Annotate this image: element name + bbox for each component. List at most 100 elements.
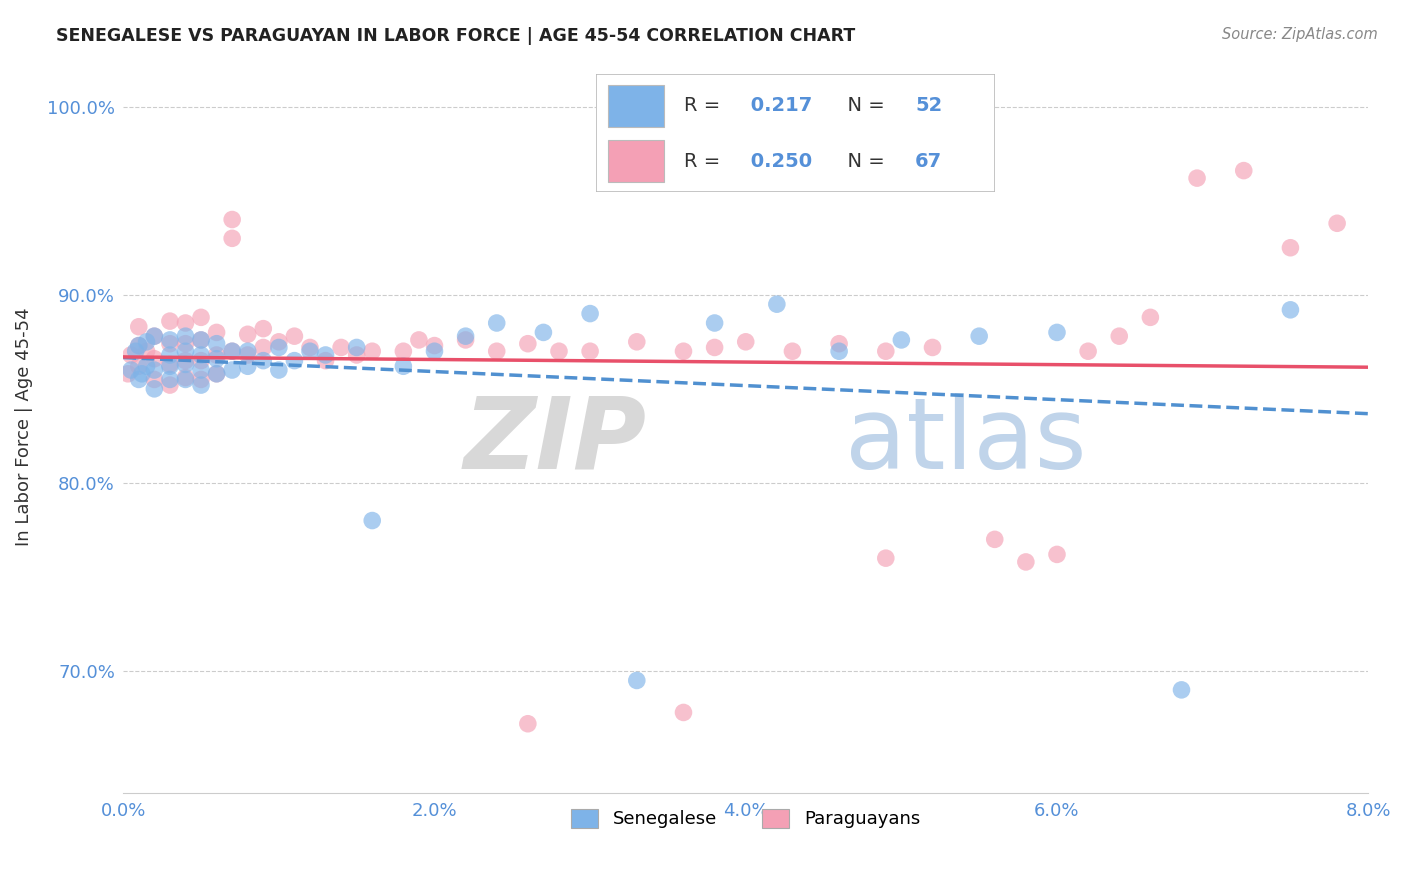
Point	[983, 533, 1005, 547]
Point	[252, 321, 274, 335]
Point	[174, 370, 197, 384]
Point	[672, 706, 695, 720]
Point	[174, 353, 197, 368]
Point	[159, 336, 181, 351]
Point	[252, 353, 274, 368]
Point	[205, 367, 228, 381]
Point	[875, 551, 897, 566]
Point	[626, 334, 648, 349]
Point	[143, 382, 166, 396]
Point	[1233, 163, 1256, 178]
Point	[128, 359, 150, 374]
Point	[267, 341, 290, 355]
Point	[131, 367, 153, 381]
Point	[190, 310, 212, 325]
Point	[626, 673, 648, 688]
Point	[890, 333, 912, 347]
Point	[1046, 548, 1069, 562]
Point	[190, 333, 212, 347]
Point	[128, 319, 150, 334]
Point	[205, 336, 228, 351]
Point	[159, 378, 181, 392]
Point	[221, 344, 243, 359]
Point	[967, 329, 990, 343]
Point	[190, 372, 212, 386]
Point	[423, 344, 446, 359]
Point	[174, 358, 197, 372]
Point	[236, 327, 259, 342]
Point	[1108, 329, 1130, 343]
Point	[205, 351, 228, 366]
Point	[252, 341, 274, 355]
Point	[408, 333, 430, 347]
Point	[135, 334, 157, 349]
Point	[516, 716, 538, 731]
Point	[921, 341, 943, 355]
Point	[1279, 241, 1302, 255]
Point	[128, 338, 150, 352]
Point	[1279, 302, 1302, 317]
Point	[143, 363, 166, 377]
Point	[875, 344, 897, 359]
Point	[128, 338, 150, 352]
Point	[190, 353, 212, 368]
Point	[236, 348, 259, 362]
Point	[454, 329, 477, 343]
Point	[672, 344, 695, 359]
Point	[454, 333, 477, 347]
Point	[174, 372, 197, 386]
Point	[190, 363, 212, 377]
Point	[143, 329, 166, 343]
Point	[221, 344, 243, 359]
Point	[135, 344, 157, 359]
Point	[548, 344, 571, 359]
Point	[236, 359, 259, 374]
Point	[315, 353, 337, 368]
Point	[120, 363, 142, 377]
Point	[267, 363, 290, 377]
Point	[703, 316, 725, 330]
Point	[143, 372, 166, 386]
Point	[579, 344, 602, 359]
Point	[174, 329, 197, 343]
Text: atlas: atlas	[845, 392, 1087, 490]
Point	[159, 359, 181, 374]
Point	[128, 372, 150, 386]
Point	[267, 334, 290, 349]
Point	[533, 326, 555, 340]
Point	[159, 372, 181, 386]
Point	[221, 231, 243, 245]
Text: SENEGALESE VS PARAGUAYAN IN LABOR FORCE | AGE 45-54 CORRELATION CHART: SENEGALESE VS PARAGUAYAN IN LABOR FORCE …	[56, 27, 855, 45]
Y-axis label: In Labor Force | Age 45-54: In Labor Force | Age 45-54	[15, 307, 32, 546]
Point	[703, 341, 725, 355]
Point	[117, 367, 139, 381]
Point	[1015, 555, 1038, 569]
Point	[221, 363, 243, 377]
Point	[1139, 310, 1161, 325]
Point	[782, 344, 804, 359]
Text: Source: ZipAtlas.com: Source: ZipAtlas.com	[1222, 27, 1378, 42]
Point	[283, 353, 305, 368]
Point	[174, 336, 197, 351]
Point	[236, 344, 259, 359]
Point	[159, 358, 181, 372]
Point	[361, 344, 384, 359]
Point	[485, 316, 508, 330]
Point	[143, 329, 166, 343]
Text: ZIP: ZIP	[463, 392, 647, 490]
Point	[190, 348, 212, 362]
Point	[734, 334, 756, 349]
Legend: Senegalese, Paraguayans: Senegalese, Paraguayans	[564, 802, 928, 836]
Point	[485, 344, 508, 359]
Point	[1185, 171, 1208, 186]
Point	[120, 348, 142, 362]
Point	[516, 336, 538, 351]
Point	[174, 344, 197, 359]
Point	[205, 326, 228, 340]
Point	[143, 351, 166, 366]
Point	[298, 344, 321, 359]
Point	[1170, 682, 1192, 697]
Point	[221, 212, 243, 227]
Point	[298, 341, 321, 355]
Point	[315, 348, 337, 362]
